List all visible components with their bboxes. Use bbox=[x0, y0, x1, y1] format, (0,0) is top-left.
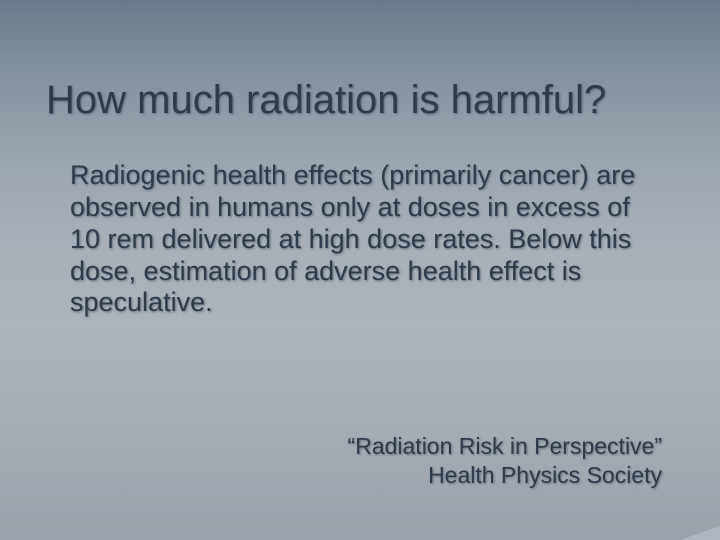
slide-citation: “Radiation Risk in Perspective” Health P… bbox=[242, 432, 662, 491]
slide-body: Radiogenic health effects (primarily can… bbox=[70, 160, 650, 319]
citation-line-2: Health Physics Society bbox=[242, 461, 662, 490]
slide-title: How much radiation is harmful? bbox=[46, 78, 686, 123]
citation-line-1: “Radiation Risk in Perspective” bbox=[242, 432, 662, 461]
slide: How much radiation is harmful? Radiogeni… bbox=[0, 0, 720, 540]
corner-accent bbox=[680, 526, 720, 540]
